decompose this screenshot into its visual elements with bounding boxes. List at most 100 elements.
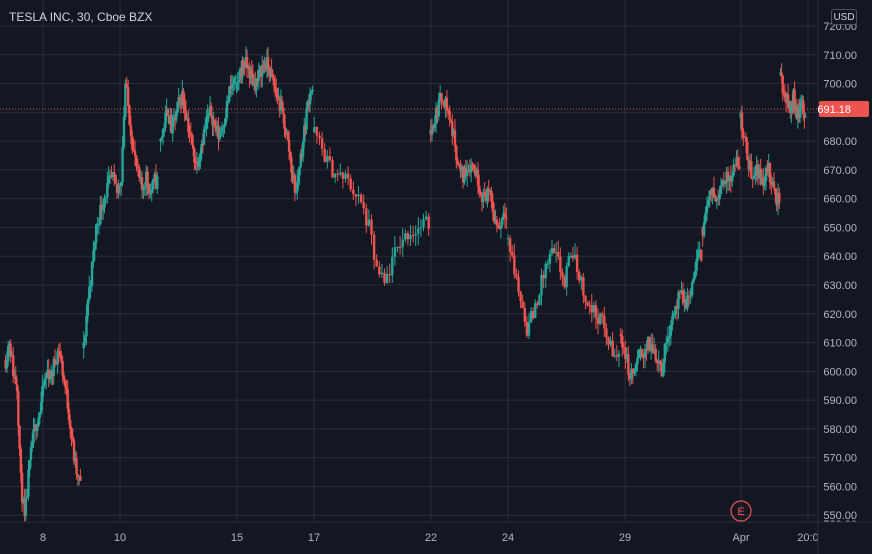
candle-body (44, 375, 48, 379)
candle-body (99, 204, 102, 225)
candle (113, 164, 116, 186)
candle-body (611, 340, 614, 357)
candle-body (38, 413, 42, 418)
candle-body (178, 97, 182, 99)
candle-body (419, 227, 423, 229)
candle-body (665, 342, 668, 344)
candle-body (799, 103, 803, 107)
candle (461, 165, 465, 189)
candle (306, 99, 309, 111)
candle (101, 199, 105, 221)
candle-body (31, 443, 34, 447)
candle (333, 172, 337, 184)
candle-body (323, 148, 326, 163)
candle-body (550, 247, 554, 254)
earnings-marker[interactable]: E (730, 500, 752, 522)
candle (232, 77, 236, 91)
candle (619, 328, 622, 344)
candle-body (756, 164, 760, 179)
candle-body (357, 194, 360, 197)
candle-body (697, 250, 700, 259)
candle-body (746, 141, 749, 160)
candle (166, 107, 170, 117)
candle (154, 164, 158, 190)
candle (124, 79, 127, 121)
candle (740, 105, 744, 140)
candle (346, 166, 350, 186)
candle-body (4, 359, 7, 369)
candle-body (29, 446, 33, 460)
candle-body (498, 228, 501, 230)
candle (689, 287, 692, 304)
candle (57, 343, 61, 363)
candle (540, 268, 543, 306)
candle-body (455, 146, 458, 161)
candle (411, 225, 415, 243)
candle (125, 76, 128, 89)
candle-body (479, 191, 482, 195)
candle (714, 194, 717, 203)
candle (732, 158, 735, 178)
candle (70, 426, 73, 447)
candle-body (762, 177, 765, 187)
candle-body (538, 295, 541, 305)
currency-badge[interactable]: USD (831, 9, 857, 25)
candle-body (190, 134, 194, 145)
candle (704, 206, 707, 225)
candle-body (114, 174, 117, 184)
candle-body (219, 131, 223, 134)
candle (725, 166, 728, 194)
candle (212, 111, 215, 136)
candle-body (204, 127, 207, 130)
candle (199, 147, 202, 169)
candle (505, 207, 508, 230)
candle (674, 305, 677, 319)
candle (115, 183, 119, 199)
candle (722, 171, 726, 190)
candle (548, 249, 552, 273)
candle-body (671, 315, 674, 325)
candle-body (96, 224, 99, 226)
candle-body (339, 172, 342, 175)
candle (414, 225, 417, 247)
candle-body (742, 131, 745, 138)
candle (422, 213, 425, 232)
candle (690, 280, 694, 299)
candle (621, 329, 624, 357)
candle (177, 88, 180, 113)
candle (75, 452, 78, 480)
candle (625, 347, 629, 364)
x-tick-label: 8 (40, 532, 46, 544)
candle (639, 345, 642, 361)
candle (739, 110, 742, 130)
candle-body (124, 84, 127, 117)
y-tick-label: 580.00 (823, 424, 857, 436)
candle (567, 252, 570, 268)
candle (580, 274, 583, 290)
candle-body (121, 146, 124, 183)
candle (709, 187, 713, 203)
candle-body (144, 171, 148, 188)
candle-body (139, 177, 142, 179)
candle-body (672, 313, 676, 316)
candle-body (156, 176, 159, 189)
candle-body (633, 371, 636, 374)
candle (622, 342, 625, 355)
candle-body (301, 142, 305, 157)
candle-body (380, 272, 384, 275)
candle-body (393, 247, 397, 257)
candle-body (561, 272, 564, 278)
candle (52, 356, 55, 385)
candle (459, 159, 462, 179)
candle-body (167, 115, 171, 124)
candle-body (760, 177, 764, 185)
candle-body (478, 185, 481, 192)
candle-body (370, 219, 373, 235)
candle (5, 351, 9, 374)
candle-body (680, 290, 683, 292)
candle-body (165, 109, 168, 113)
candle (349, 174, 352, 193)
candle-body (617, 353, 621, 357)
